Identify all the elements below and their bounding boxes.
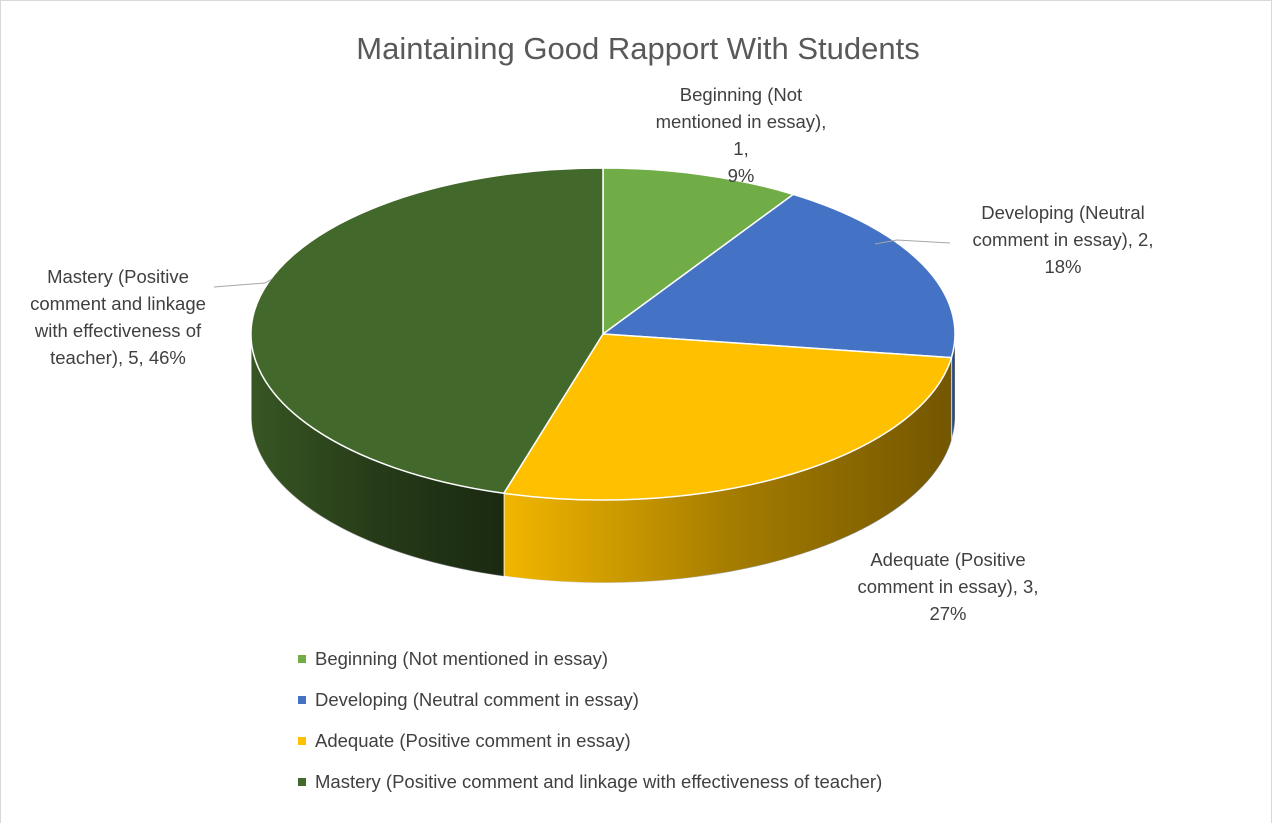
- pie-slice-developing: [602, 193, 956, 359]
- legend-swatch: [298, 696, 306, 704]
- legend: Beginning (Not mentioned in essay) Devel…: [298, 647, 882, 811]
- data-label-developing: Developing (Neutral comment in essay), 2…: [972, 202, 1154, 277]
- legend-swatch: [298, 778, 306, 786]
- leader-line-mastery: [213, 278, 273, 288]
- legend-label: Beginning (Not mentioned in essay): [315, 648, 609, 669]
- legend-label: Developing (Neutral comment in essay): [315, 689, 639, 710]
- legend-item: Mastery (Positive comment and linkage wi…: [298, 770, 882, 794]
- legend-item: Beginning (Not mentioned in essay): [298, 647, 882, 671]
- chart-title: Maintaining Good Rapport With Students: [356, 31, 920, 66]
- legend-swatch: [298, 655, 306, 663]
- pie-slice-mastery: [250, 167, 604, 495]
- label-leader-lines: [213, 239, 951, 288]
- leader-line-developing: [874, 239, 951, 245]
- data-label-adequate: Adequate (Positive comment in essay), 3,…: [857, 549, 1039, 624]
- legend-swatch: [298, 737, 306, 745]
- legend-item: Developing (Neutral comment in essay): [298, 688, 882, 712]
- data-label-mastery: Mastery (Positive comment and linkage wi…: [30, 266, 206, 368]
- pie-slice-adequate: [503, 333, 953, 501]
- pie-top-faces: [250, 167, 956, 501]
- data-label-beginning: Beginning (Not mentioned in essay), 1, 9…: [655, 84, 827, 186]
- pie-slice-beginning: [602, 167, 795, 335]
- legend-label: Adequate (Positive comment in essay): [315, 730, 631, 751]
- legend-item: Adequate (Positive comment in essay): [298, 729, 882, 753]
- legend-label: Mastery (Positive comment and linkage wi…: [315, 771, 883, 792]
